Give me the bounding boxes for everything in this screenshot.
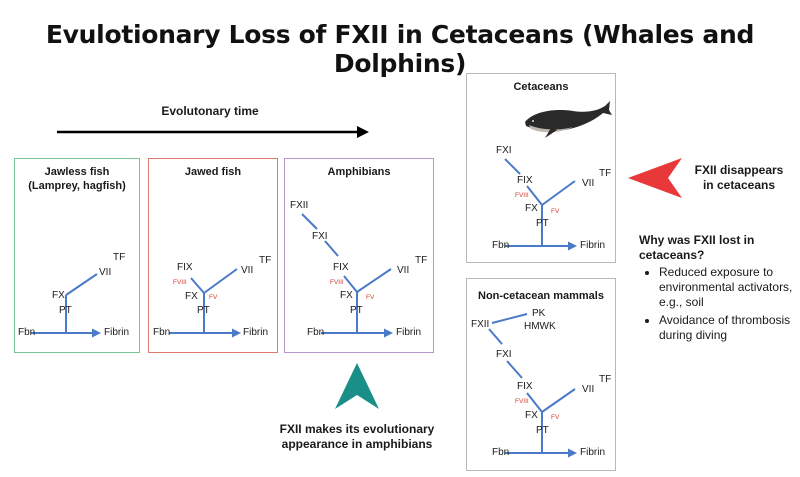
cascade-diagram xyxy=(169,268,241,338)
factor-fix: FIX xyxy=(517,175,533,186)
factor-fix: FIX xyxy=(517,381,533,392)
panel-title: Jawed fish xyxy=(184,166,242,178)
reason-item: Reduced exposure to environmental activa… xyxy=(659,265,800,310)
factor-fibrin: Fibrin xyxy=(580,240,606,251)
factor-fv: FV xyxy=(366,294,375,301)
factor-fix: FIX xyxy=(177,262,193,273)
panel-jawless-fish: Jawless fish (Lamprey, hagfish) TF VII F… xyxy=(14,158,140,353)
factor-fibrin: Fibrin xyxy=(104,327,130,338)
why-reasons-list: Reduced exposure to environmental activa… xyxy=(641,265,800,346)
cascade-diagram xyxy=(301,213,393,338)
appearance-callout-line2: appearance in amphibians xyxy=(281,437,433,451)
factor-fibrin: Fibrin xyxy=(243,327,269,338)
panel-non-cetacean-mammals: Non-cetacean mammals FXII PK HMWK FXI FI… xyxy=(466,278,616,471)
factor-fxi: FXI xyxy=(496,145,512,156)
cascade-diagram xyxy=(504,158,577,251)
disappear-callout-line2: in cetaceans xyxy=(702,178,776,192)
factor-fviii: FVIII xyxy=(515,192,529,199)
factor-fbn: Fbn xyxy=(307,327,325,338)
factor-fibrin: Fibrin xyxy=(396,327,422,338)
factor-vii: VII xyxy=(397,265,410,276)
factor-fbn: Fbn xyxy=(492,447,510,458)
factor-pt: PT xyxy=(350,305,363,316)
panel-subtitle: (Lamprey, hagfish) xyxy=(28,180,126,192)
factor-pt: PT xyxy=(536,218,549,229)
factor-vii: VII xyxy=(582,384,595,395)
timeline-label: Evolutonary time xyxy=(161,104,259,118)
factor-fxi: FXI xyxy=(312,231,328,242)
factor-fx: FX xyxy=(525,203,538,214)
factor-pt: PT xyxy=(536,425,549,436)
factor-fbn: Fbn xyxy=(492,240,510,251)
factor-fbn: Fbn xyxy=(18,327,36,338)
panel-amphibians: Amphibians FXII FXI FIX FVIII TF VII FX … xyxy=(284,158,434,353)
factor-hmwk: HMWK xyxy=(524,321,556,332)
factor-fx: FX xyxy=(185,291,198,302)
page-title: Evulotionary Loss of FXII in Cetaceans (… xyxy=(45,20,755,78)
factor-fviii: FVIII xyxy=(515,398,529,405)
factor-vii: VII xyxy=(582,178,595,189)
panel-title: Jawless fish xyxy=(44,166,110,178)
factor-tf: TF xyxy=(113,252,126,263)
factor-fx: FX xyxy=(340,290,353,301)
factor-tf: TF xyxy=(259,255,272,266)
factor-fv: FV xyxy=(209,294,218,301)
teal-arrowhead-icon xyxy=(335,363,379,409)
factor-pt: PT xyxy=(197,305,210,316)
why-heading-line2: cetaceans? xyxy=(639,248,705,262)
factor-fxii: FXII xyxy=(290,200,309,211)
factor-vii: VII xyxy=(241,265,254,276)
factor-fbn: Fbn xyxy=(153,327,171,338)
appearance-callout-line1: FXII makes its evolutionary xyxy=(279,422,435,436)
whale-icon xyxy=(525,101,612,138)
factor-fibrin: Fibrin xyxy=(580,447,606,458)
factor-fviii: FVIII xyxy=(173,279,187,286)
factor-tf: TF xyxy=(415,255,428,266)
factor-fv: FV xyxy=(551,208,560,215)
factor-pt: PT xyxy=(59,305,72,316)
factor-pk: PK xyxy=(532,308,546,319)
factor-fix: FIX xyxy=(333,262,349,273)
reason-item: Avoidance of thrombosis during diving xyxy=(659,313,800,343)
disappear-callout-line1: FXII disappears xyxy=(694,163,784,177)
timeline-arrow xyxy=(57,126,369,138)
panel-title: Non-cetacean mammals xyxy=(478,290,604,302)
why-heading-line1: Why was FXII lost in xyxy=(639,233,755,247)
cascade-diagram xyxy=(488,313,577,458)
factor-fxii: FXII xyxy=(471,319,490,330)
factor-tf: TF xyxy=(599,374,612,385)
cascade-diagram xyxy=(31,273,101,338)
factor-fviii: FVIII xyxy=(330,279,344,286)
factor-tf: TF xyxy=(599,168,612,179)
red-arrowhead-icon xyxy=(628,158,682,198)
panel-title: Amphibians xyxy=(327,166,391,178)
factor-fxi: FXI xyxy=(496,349,512,360)
panel-jawed-fish: Jawed fish FIX FVIII TF VII FX FV PT Fbn… xyxy=(148,158,278,353)
panel-title: Cetaceans xyxy=(513,81,569,93)
factor-fv: FV xyxy=(551,414,560,421)
factor-vii: VII xyxy=(99,267,112,278)
panel-cetaceans: Cetaceans FXI FIX FVIII TF VII FX FV PT … xyxy=(466,73,616,263)
factor-fx: FX xyxy=(525,410,538,421)
factor-fx: FX xyxy=(52,290,65,301)
